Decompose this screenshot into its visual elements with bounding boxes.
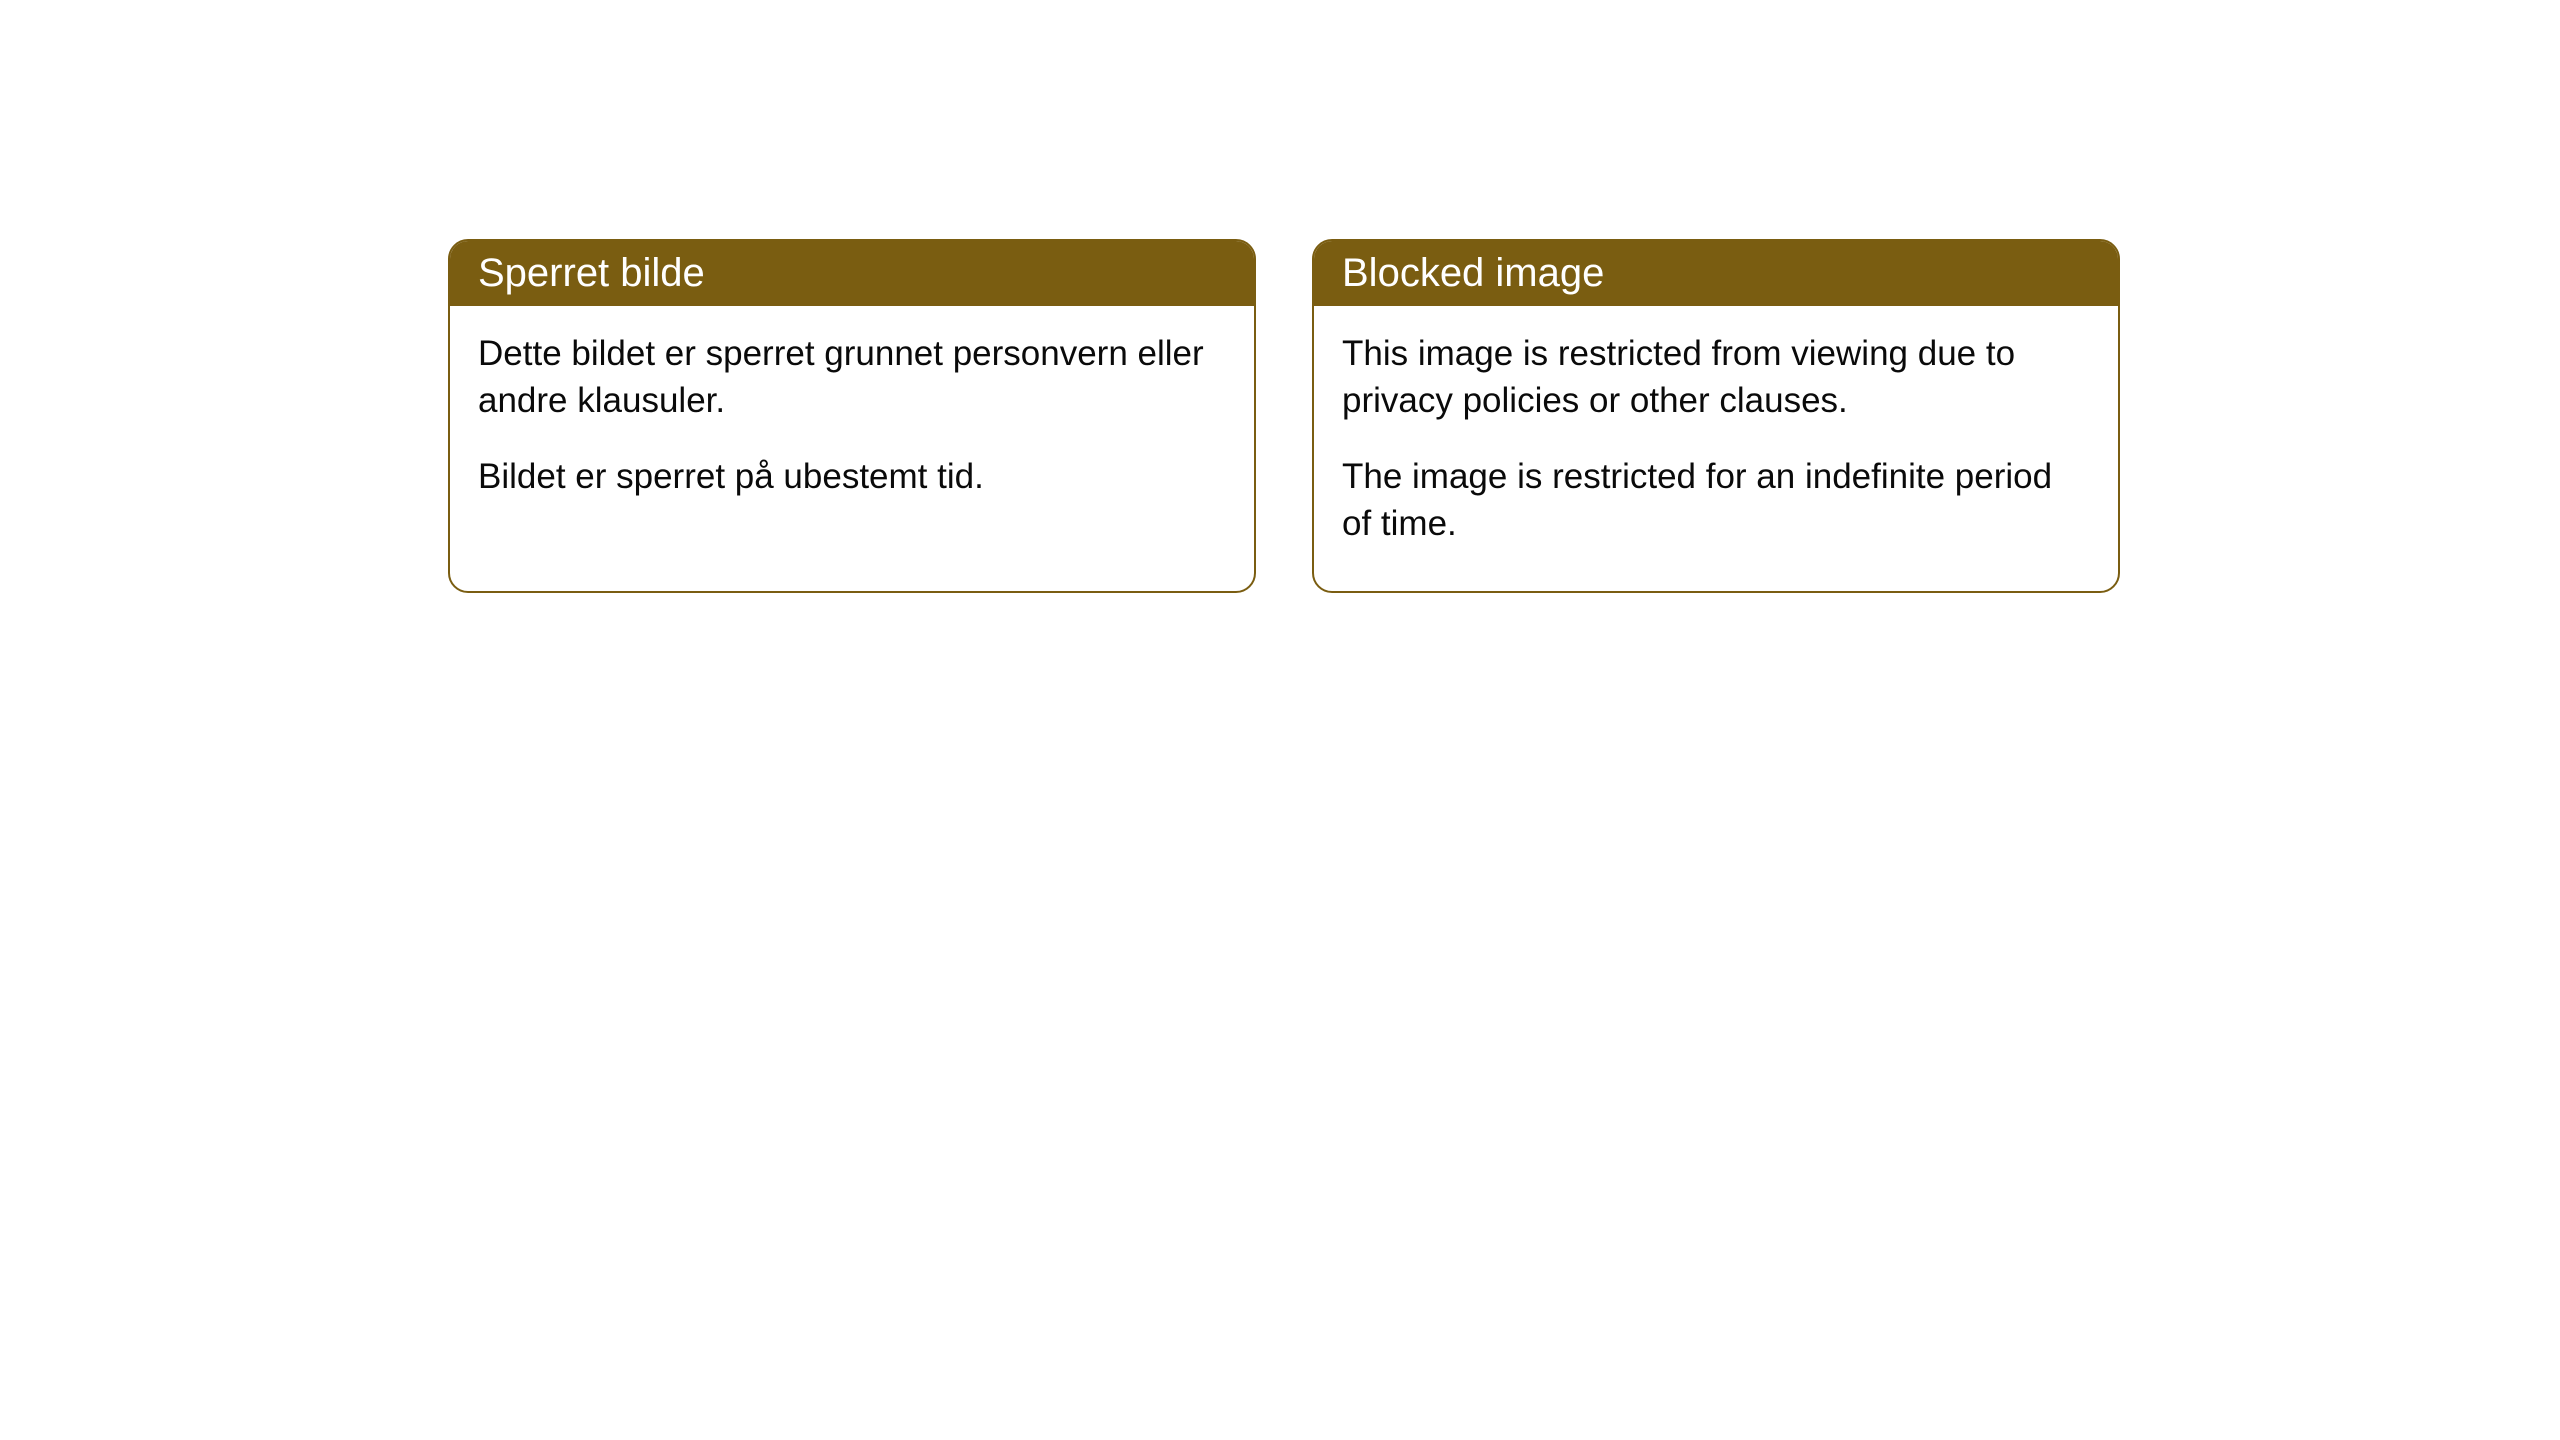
card-body-english: This image is restricted from viewing du… [1314,306,2118,591]
card-header-norwegian: Sperret bilde [450,241,1254,306]
card-title: Blocked image [1342,251,1604,295]
card-paragraph: This image is restricted from viewing du… [1342,330,2090,425]
notice-cards-container: Sperret bilde Dette bildet er sperret gr… [448,239,2120,593]
notice-card-english: Blocked image This image is restricted f… [1312,239,2120,593]
card-paragraph: Dette bildet er sperret grunnet personve… [478,330,1226,425]
card-header-english: Blocked image [1314,241,2118,306]
card-body-norwegian: Dette bildet er sperret grunnet personve… [450,306,1254,544]
card-title: Sperret bilde [478,251,705,295]
card-paragraph: The image is restricted for an indefinit… [1342,453,2090,548]
card-paragraph: Bildet er sperret på ubestemt tid. [478,453,1226,500]
notice-card-norwegian: Sperret bilde Dette bildet er sperret gr… [448,239,1256,593]
